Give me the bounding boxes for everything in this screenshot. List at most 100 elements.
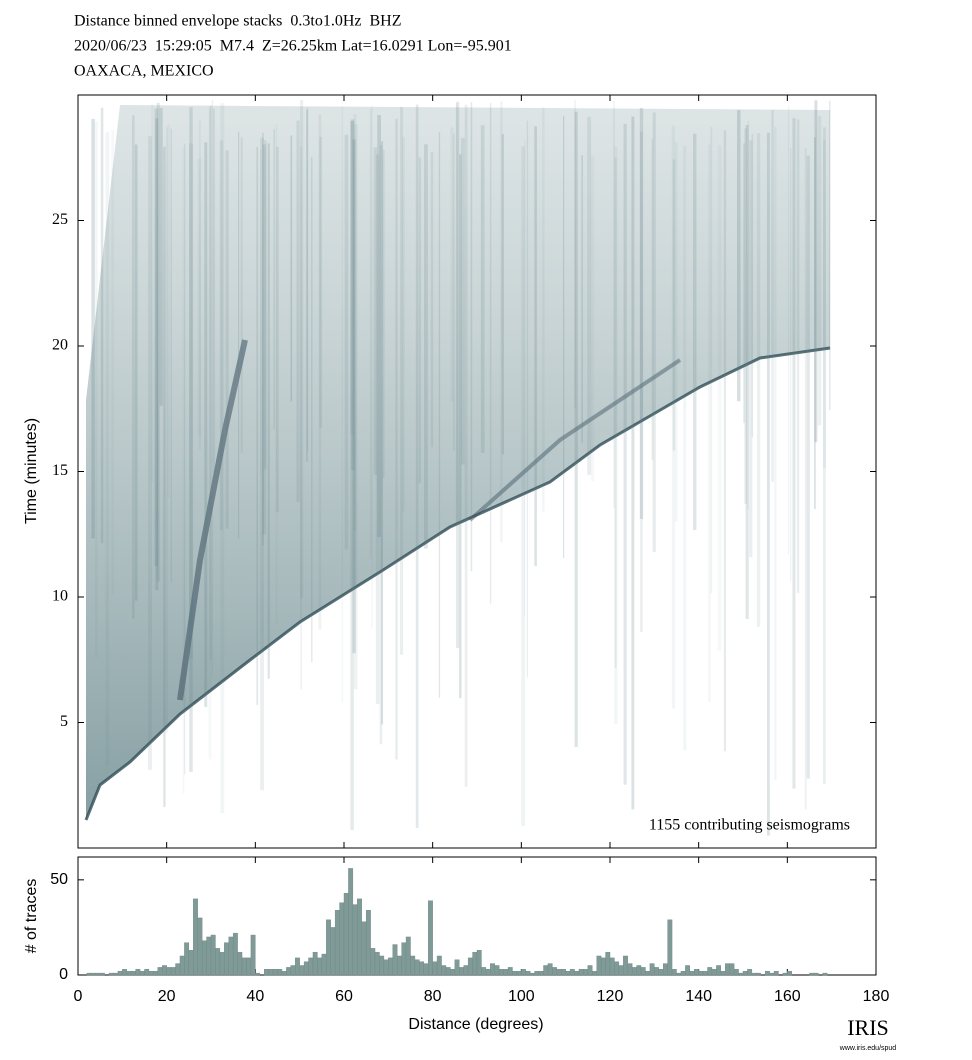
bar: [153, 970, 159, 976]
bar: [530, 972, 535, 976]
stripe: [562, 116, 565, 559]
bar: [525, 970, 531, 976]
stripe: [240, 137, 243, 453]
bar: [503, 969, 509, 976]
bar: [547, 963, 553, 976]
bar: [764, 970, 770, 976]
stripe: [743, 143, 746, 423]
bar: [702, 970, 708, 976]
bar: [184, 942, 190, 976]
stripe: [542, 107, 545, 512]
bar: [272, 969, 278, 976]
bar: [95, 972, 101, 976]
subtitle: OAXACA, MEXICO: [74, 63, 214, 80]
stripe: [208, 108, 212, 760]
bar: [822, 972, 828, 976]
stripe: [639, 107, 644, 519]
stripe: [369, 108, 372, 559]
stripe: [614, 146, 618, 725]
stripe: [159, 108, 163, 406]
stripe: [209, 105, 212, 660]
stripe: [100, 107, 104, 544]
bar: [485, 969, 491, 976]
bar: [290, 965, 296, 976]
bar: [237, 951, 243, 976]
stripe: [464, 104, 468, 787]
bar: [122, 969, 127, 976]
stripe: [311, 156, 313, 663]
bar: [538, 970, 544, 976]
bar: [130, 970, 136, 976]
x-tick-label: 120: [597, 988, 624, 1005]
stripe: [452, 133, 455, 451]
bar: [339, 902, 345, 976]
stripe: [751, 134, 754, 438]
x-axis-label: Distance (degrees): [408, 1016, 543, 1033]
bar: [334, 910, 340, 976]
bar: [654, 967, 659, 976]
bar: [144, 969, 150, 976]
bar: [516, 970, 522, 976]
bar: [86, 972, 92, 976]
bar: [685, 965, 690, 976]
bar: [605, 951, 611, 976]
bar: [698, 970, 704, 976]
bar: [680, 970, 686, 976]
bar: [321, 953, 327, 976]
stripe: [296, 120, 300, 502]
stripe: [766, 132, 770, 836]
bar: [813, 972, 819, 976]
bar: [312, 951, 318, 976]
stripe: [652, 112, 656, 552]
bar: [188, 950, 194, 976]
stripe: [155, 118, 159, 591]
bar: [414, 959, 420, 976]
bar: [432, 961, 438, 976]
bar: [397, 955, 402, 976]
stripe: [132, 115, 135, 619]
stripe: [796, 119, 800, 593]
stripe: [260, 137, 264, 791]
bar: [308, 957, 314, 976]
bar: [600, 957, 606, 976]
bar: [725, 963, 730, 976]
stripe: [814, 137, 816, 510]
stripe: [154, 108, 159, 567]
bar: [716, 965, 722, 976]
stripe: [353, 113, 357, 531]
logo-url: www.iris.edu/spud: [839, 1045, 897, 1052]
stripe: [267, 143, 270, 679]
stripe: [450, 127, 454, 402]
bar: [91, 972, 96, 976]
stripe: [400, 106, 404, 655]
bar: [264, 969, 269, 976]
stripe: [318, 114, 322, 630]
stripe: [745, 124, 749, 619]
stripe: [260, 149, 262, 475]
bar: [135, 969, 141, 976]
stripe: [787, 105, 790, 556]
subtitle: 2020/06/23 15:29:05 M7.4 Z=26.25km Lat=1…: [74, 38, 512, 55]
bar: [649, 963, 655, 976]
annotation: 1155 contributing seismograms: [649, 817, 850, 834]
stripe: [306, 109, 308, 462]
bar: [423, 963, 429, 976]
bar: [769, 972, 775, 976]
stripe: [306, 107, 309, 452]
y-tick-label: 20: [52, 337, 68, 354]
bar: [281, 970, 287, 976]
stripe: [438, 132, 441, 698]
bar: [113, 972, 119, 976]
bar: [117, 970, 123, 976]
stripe: [672, 159, 676, 451]
stripe: [771, 110, 774, 482]
bar: [441, 965, 447, 976]
bar: [782, 972, 788, 976]
stripe: [804, 147, 807, 810]
bar: [175, 963, 181, 976]
stripe: [639, 131, 643, 632]
stripe: [273, 128, 275, 430]
stripe: [456, 101, 460, 649]
bar: [592, 970, 597, 976]
bar: [374, 951, 380, 976]
